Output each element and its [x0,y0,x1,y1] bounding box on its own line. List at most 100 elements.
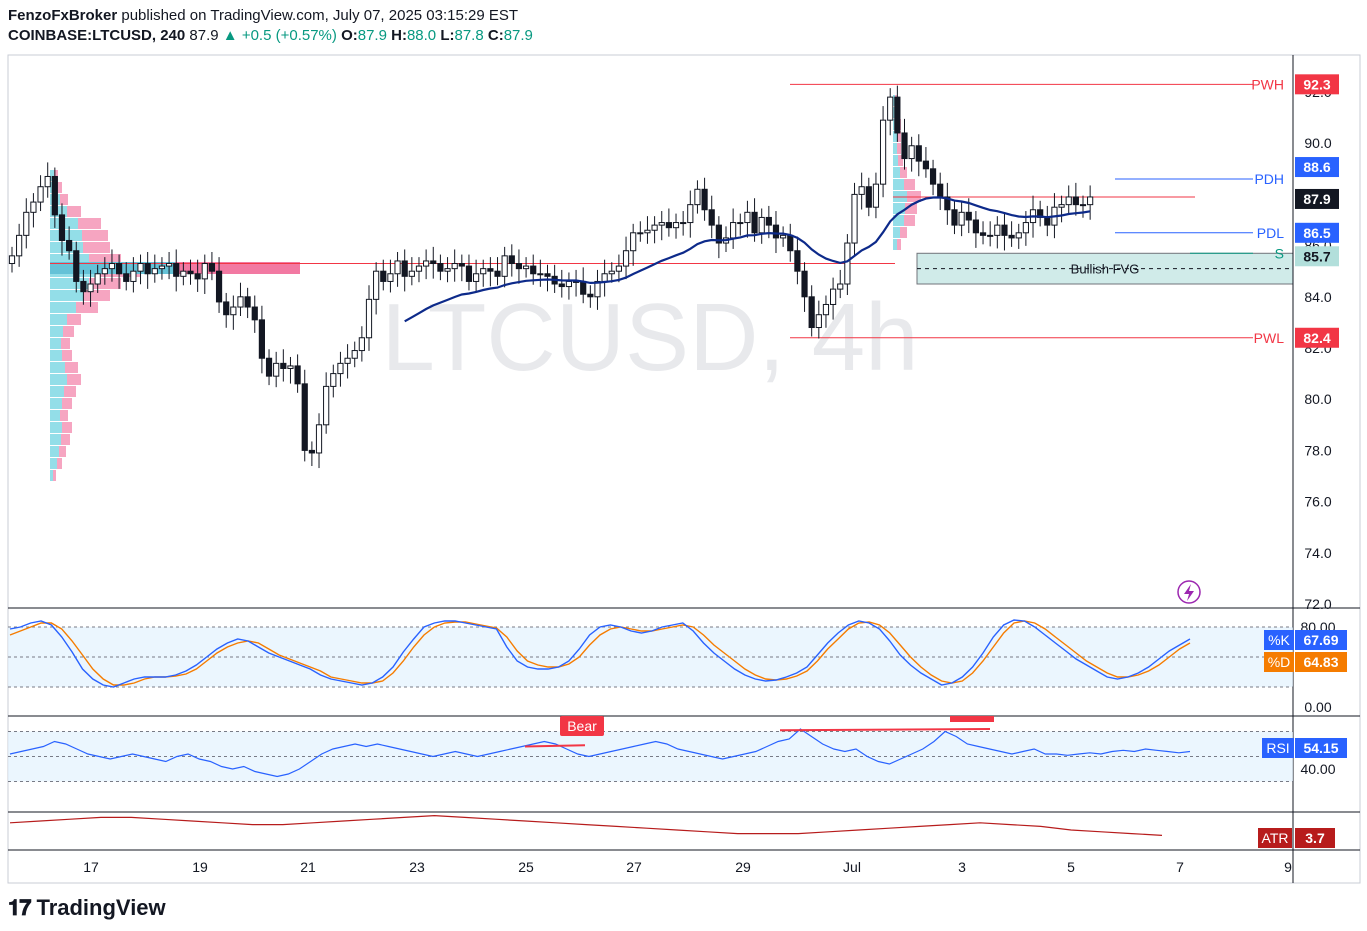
level-value-badge-text: 85.7 [1303,248,1330,264]
price-change: +0.5 (+0.57%) [241,27,337,44]
bullish-fvg-zone: Bullish FVG [916,252,1294,285]
candle-body [315,424,323,454]
candle-body [830,288,837,305]
candle-body [323,385,330,426]
level-value-badge-text: 92.3 [1303,76,1330,92]
high-value: 88.0 [406,27,437,44]
price-tick-label: 72.0 [1304,596,1331,612]
candle-body [1058,204,1065,208]
symbol-name[interactable]: COINBASE:LTCUSD, 240 [8,27,186,44]
volume-bar [59,446,66,457]
candle-body [251,306,258,321]
volume-bar [63,326,74,337]
candle-body [772,224,780,239]
rsi-value: 54.15 [1303,740,1338,756]
low-value: 87.8 [454,27,484,44]
candle-body [58,214,66,241]
candle-body [94,273,101,285]
candle-body [108,263,116,270]
volume-bar [83,290,110,301]
candle-body [101,268,108,275]
level-value-badge-text: 88.6 [1303,159,1330,175]
stoch-d-line [9,620,1191,686]
volume-bar [50,170,54,181]
candle-body [387,273,394,282]
volume-bar [65,362,78,373]
candle-body [408,270,415,277]
time-tick-label: 3 [958,859,966,875]
candle-body [66,239,73,252]
last-price-badge-text: 87.9 [1303,191,1330,207]
value-badges: 92.3 88.6 86.5 85.7 82.4 87.9 [1295,74,1339,348]
bear-divergence-line [779,728,991,732]
candle-body [273,362,280,377]
candle-body [937,183,944,198]
candle-body [230,306,237,316]
rsi-pane: 40.00 Bear RSI 54.15 [8,716,1347,782]
candle-body [622,250,630,267]
candle-body [979,232,987,236]
candle-body [30,201,37,213]
candle-body [16,234,23,257]
volume-bar [50,398,62,409]
candle-body [837,283,844,290]
candle-body [530,265,537,275]
candle-body [380,270,387,282]
candle-body [1044,216,1051,226]
candle-body [908,145,915,160]
candle-body [173,263,180,277]
candle-body [801,270,808,298]
volume-bar [893,239,897,250]
volume-bar [897,143,901,154]
atr-value-badge [1295,828,1335,848]
level-value-badge [1295,157,1339,178]
candle-body [358,337,365,352]
candle-body [944,196,951,211]
rsi-tick-label: 40.00 [1300,761,1335,777]
candle-body [522,265,530,270]
candle-body [23,211,30,236]
footer-brand[interactable]: 𝟏𝟕 TradingView [8,895,166,921]
candle-body [144,263,151,275]
candle-body [201,263,208,280]
candle-body [394,260,401,275]
candle-body [237,296,244,308]
candle-body [465,265,473,282]
candle-body [1087,196,1094,206]
close-value: 87.9 [503,27,533,44]
volume-bar [57,182,62,193]
volume-bar [893,143,897,154]
volume-bar [50,470,53,481]
candle-body [765,216,772,226]
volume-bar [897,131,901,142]
candle-body [915,145,922,162]
candle-body [480,268,487,275]
candle-body [580,280,587,295]
volume-bar [50,374,67,385]
level-value-badge-text: 86.5 [1303,225,1330,241]
candle-body [851,193,858,244]
stoch-k-value: 67.69 [1303,632,1338,648]
candle-body [44,175,51,188]
candle-body [879,119,887,185]
author-name[interactable]: FenzoFxBroker [8,7,118,24]
volume-bar [50,326,63,337]
volume-bar [61,434,70,445]
candle-body [116,263,123,275]
candle-body [430,260,437,265]
atr-line [9,814,1163,836]
fvg-label: Bullish FVG [1071,262,1140,277]
candle-body [244,296,251,308]
volume-bar [893,227,900,238]
candle-body [630,232,637,252]
candle-body [1079,204,1087,207]
candle-body [280,362,287,369]
candle-body [294,365,301,385]
volume-bar [64,386,76,397]
volume-bar [76,302,98,313]
lightning-icon[interactable] [1177,580,1201,604]
atr-value: 3.7 [1305,830,1325,846]
level-label: PDL [1257,225,1284,241]
volume-bar [50,446,59,457]
